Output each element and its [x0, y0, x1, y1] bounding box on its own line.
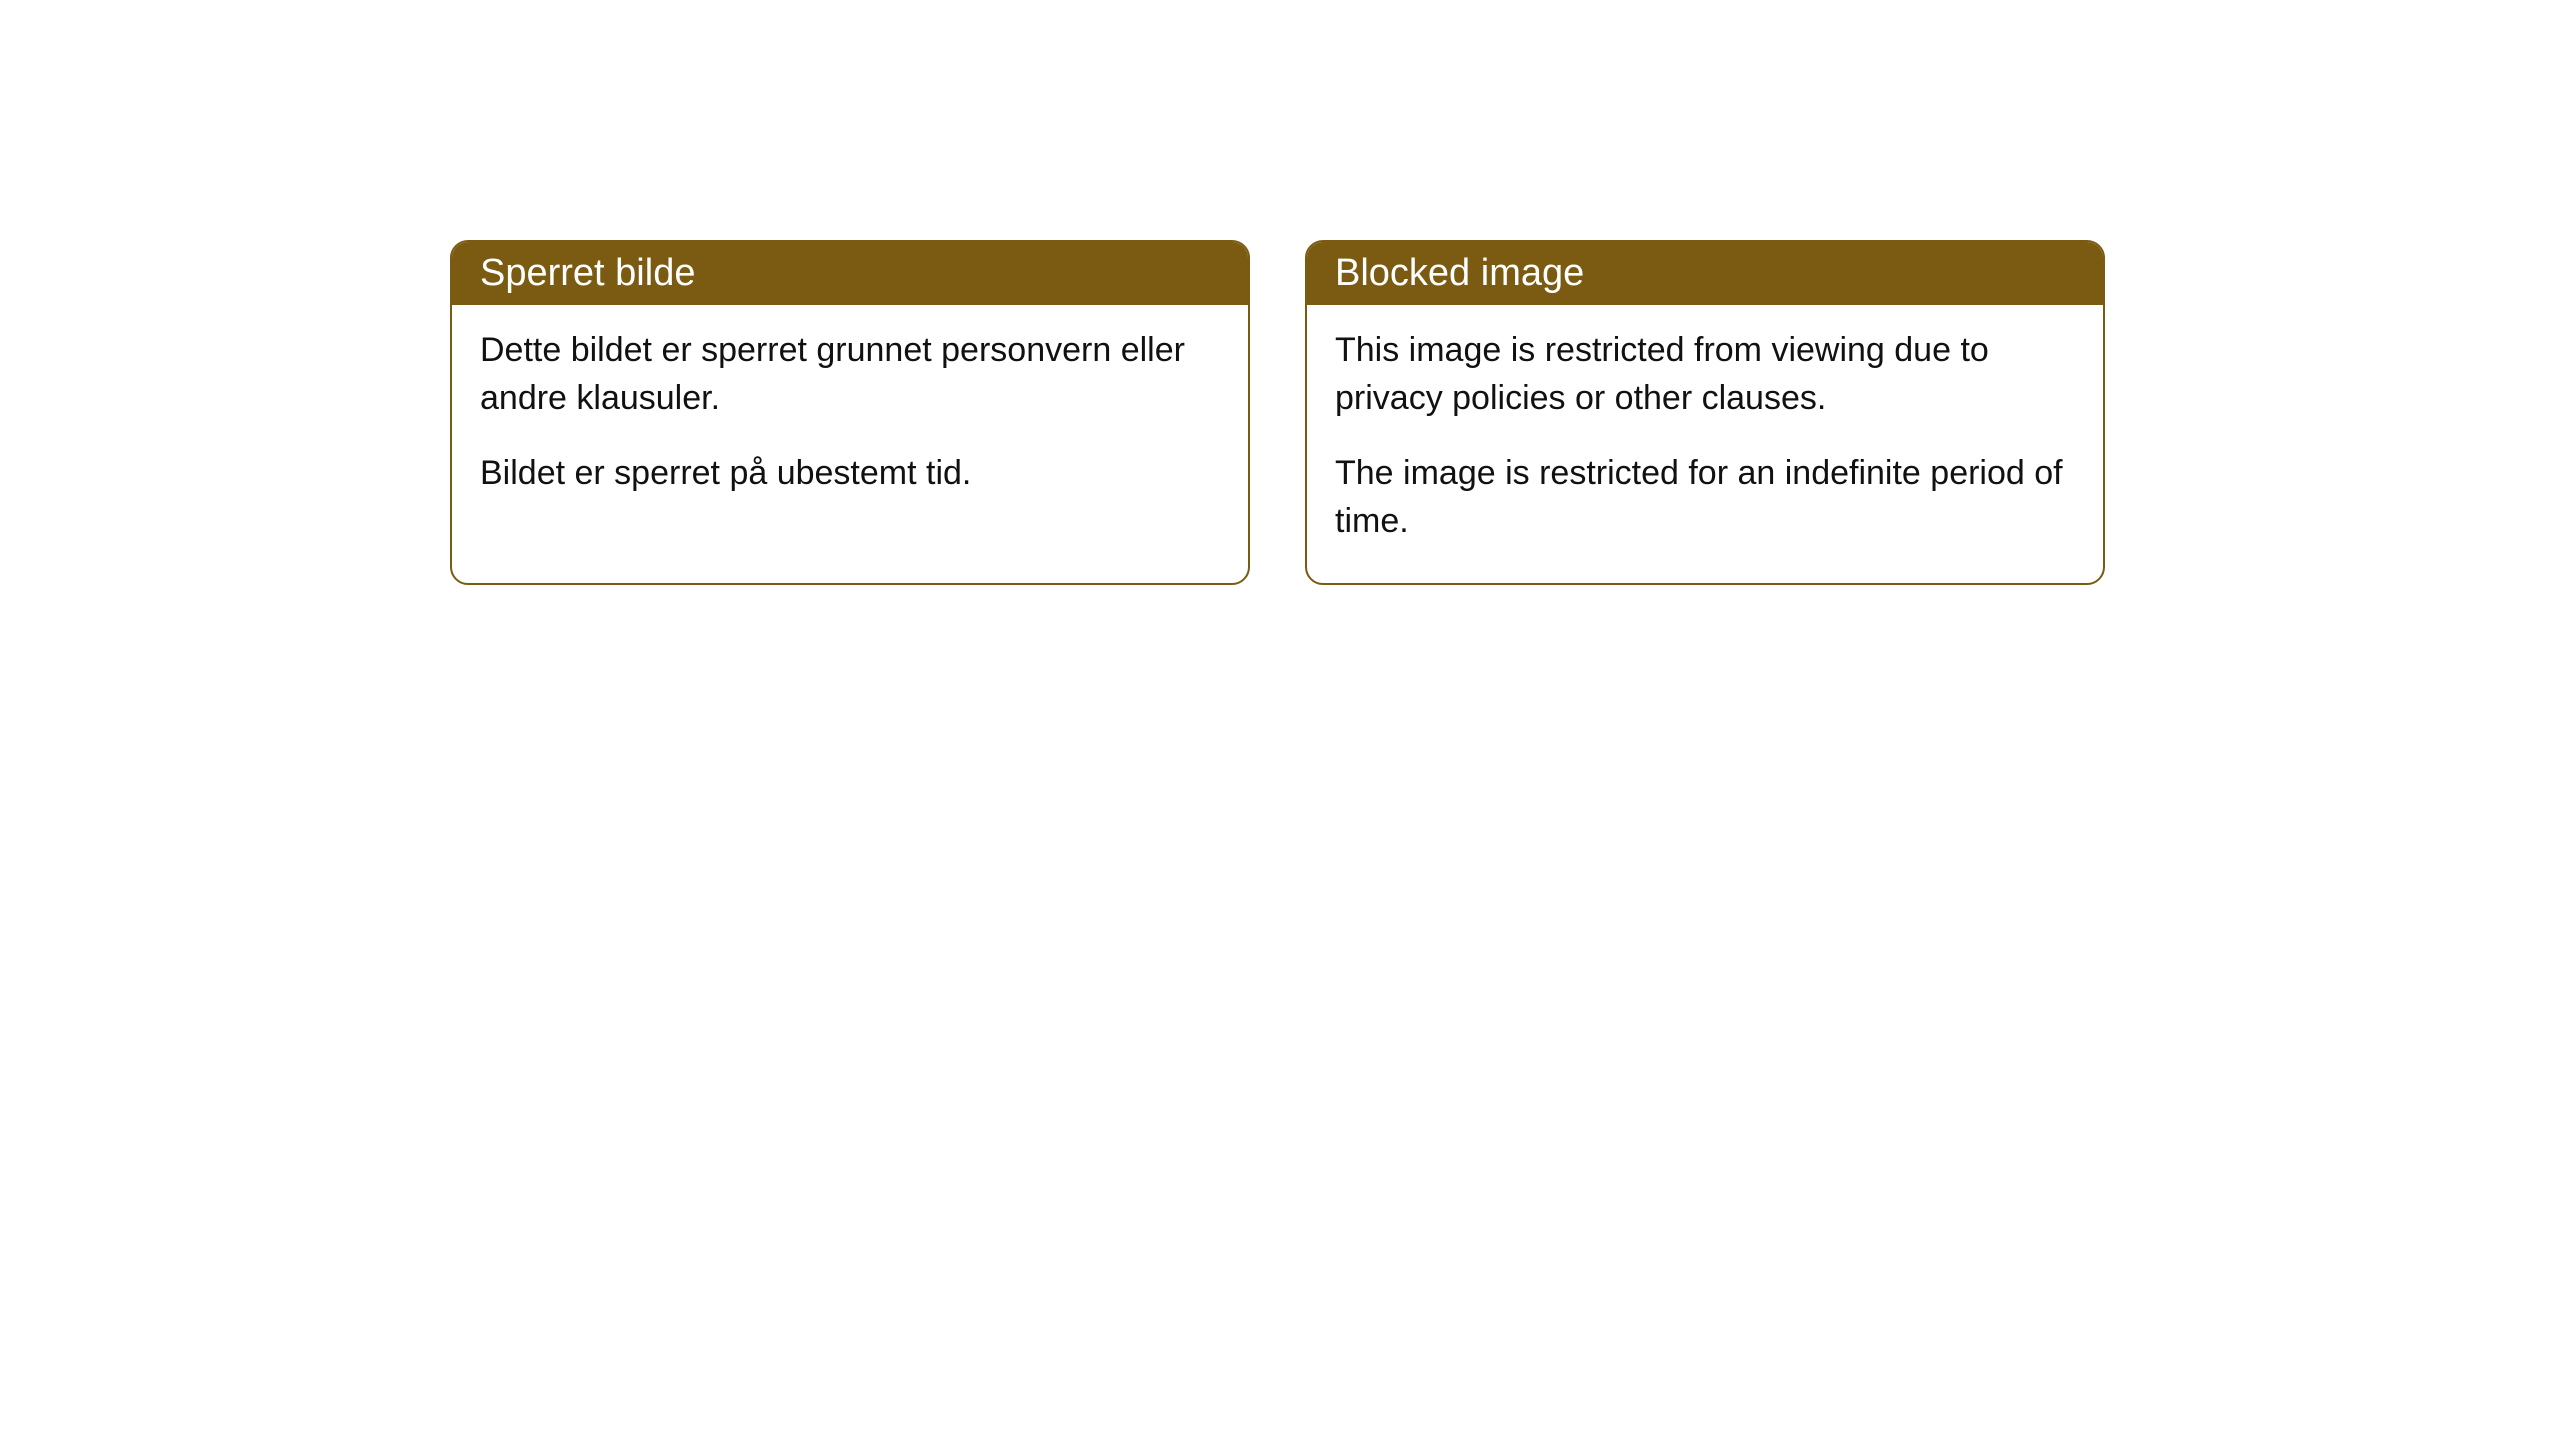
card-body-text: The image is restricted for an indefinit… [1335, 450, 2075, 545]
blocked-image-card-norwegian: Sperret bilde Dette bildet er sperret gr… [450, 240, 1250, 585]
card-header: Sperret bilde [452, 242, 1248, 305]
card-body-text: Dette bildet er sperret grunnet personve… [480, 327, 1220, 422]
card-body-text: This image is restricted from viewing du… [1335, 327, 2075, 422]
notice-cards-container: Sperret bilde Dette bildet er sperret gr… [450, 240, 2105, 585]
blocked-image-card-english: Blocked image This image is restricted f… [1305, 240, 2105, 585]
card-header: Blocked image [1307, 242, 2103, 305]
card-body: This image is restricted from viewing du… [1307, 305, 2103, 583]
card-body: Dette bildet er sperret grunnet personve… [452, 305, 1248, 536]
card-body-text: Bildet er sperret på ubestemt tid. [480, 450, 1220, 498]
